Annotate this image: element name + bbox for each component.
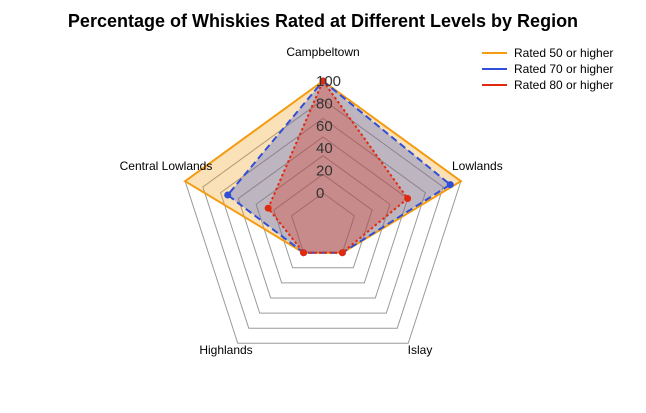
legend-label: Rated 80 or higher — [514, 78, 613, 92]
tick-label: 20 — [316, 163, 333, 180]
tick-label: 40 — [316, 140, 333, 157]
grid-ring — [237, 136, 409, 299]
category-label: Highlands — [199, 343, 252, 357]
series-line — [226, 79, 452, 254]
legend: Rated 50 or higher Rated 70 or higher Rate… — [482, 46, 613, 92]
series-area — [268, 81, 408, 253]
category-label: Lowlands — [452, 159, 503, 173]
radial-tick-labels: 0 20 40 60 80 100 — [316, 73, 341, 202]
series-marker — [319, 77, 327, 85]
series-marker — [300, 249, 308, 257]
grid-ring — [202, 99, 444, 329]
category-label: Islay — [408, 343, 433, 357]
chart-title: Percentage of Whiskies Rated at Differen… — [68, 11, 578, 31]
legend-label: Rated 50 or higher — [514, 46, 613, 60]
category-labels: Campbeltown Lowlands Islay Highlands Central… — [120, 45, 503, 357]
series-marker — [338, 249, 346, 257]
tick-label: 0 — [316, 185, 324, 202]
grid-ring — [255, 155, 391, 284]
series-marker — [446, 181, 454, 189]
series-line — [267, 78, 410, 254]
tick-label: 80 — [316, 95, 333, 112]
category-label: Campbeltown — [286, 45, 359, 59]
grid-ring — [273, 173, 373, 269]
tick-label: 60 — [316, 118, 333, 135]
category-label: Central Lowlands — [120, 159, 213, 173]
series-area — [185, 81, 461, 253]
series-marker — [404, 194, 412, 202]
series-areas — [183, 77, 463, 257]
legend-label: Rated 70 or higher — [514, 62, 613, 76]
series-marker — [264, 204, 272, 212]
tick-label: 100 — [316, 73, 341, 90]
grid-ring — [220, 117, 426, 314]
series-marker — [224, 191, 232, 199]
